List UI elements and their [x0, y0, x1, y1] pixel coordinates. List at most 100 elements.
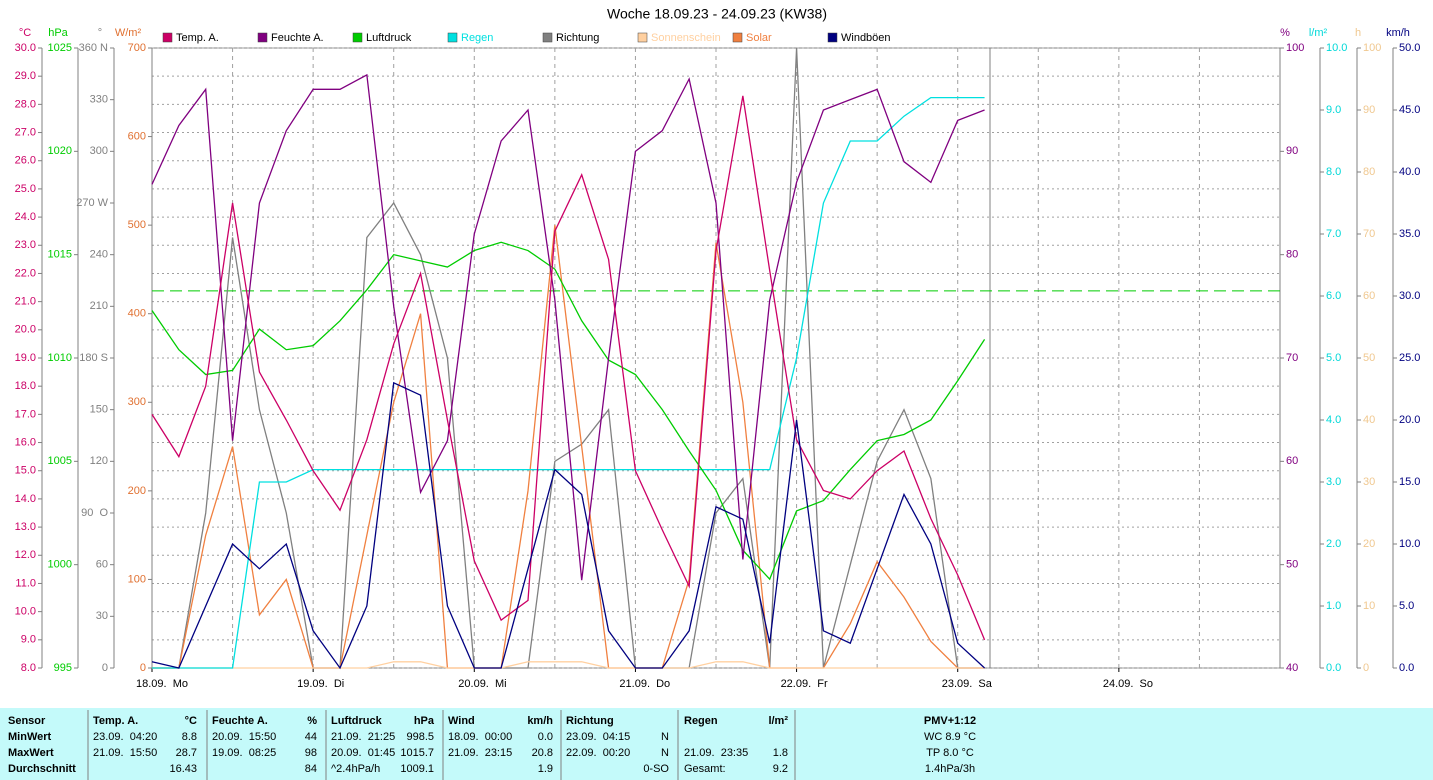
- y-tick-label: 11.0: [15, 577, 36, 589]
- y-tick-label: 20: [1363, 538, 1375, 550]
- y-tick-label: 360 N: [79, 42, 108, 54]
- y-tick-label: 9.0: [21, 634, 36, 646]
- y-tick-label: 26.0: [15, 155, 36, 167]
- table-cell: TP 8.0 °C: [926, 747, 974, 759]
- x-tick-label: 21.09. Do: [619, 678, 670, 690]
- y-tick-label: 27.0: [15, 126, 36, 138]
- legend-swatch: [637, 32, 648, 43]
- series-line: [151, 241, 986, 581]
- legend-swatch: [827, 32, 838, 43]
- series-line: [152, 96, 985, 669]
- y-tick-label: 0.0: [1326, 662, 1341, 674]
- table-cell: 84: [305, 763, 317, 775]
- table-cell: 20.09. 15:50: [212, 731, 276, 743]
- y-tick-label: 0: [102, 662, 108, 674]
- legend-label: Regen: [461, 32, 493, 44]
- y-tick-label: 5.0: [1399, 600, 1414, 612]
- axis-unit: W/m²: [115, 27, 142, 39]
- y-tick-label: 15.0: [1399, 476, 1420, 488]
- y-tick-label: 5.0: [1326, 352, 1341, 364]
- table-cell: 998.5: [406, 731, 434, 743]
- table-cell: 0.0: [538, 731, 553, 743]
- y-tick-label: 4.0: [1326, 414, 1341, 426]
- table-cell: N: [661, 731, 669, 743]
- y-tick-label: 90: [1363, 104, 1375, 116]
- y-tick-label: 0: [140, 662, 146, 674]
- table-cell: ^2.4hPa/h: [331, 763, 380, 775]
- y-tick-label: 240: [90, 249, 108, 261]
- legend-swatch: [352, 32, 363, 43]
- table-cell: l/m²: [768, 715, 788, 727]
- y-tick-label: 400: [128, 308, 146, 320]
- x-tick-label: 24.09. So: [1103, 678, 1153, 690]
- y-tick-label: 2.0: [1326, 538, 1341, 550]
- axis-unit: l/m²: [1309, 27, 1328, 39]
- y-tick-label: 700: [128, 42, 146, 54]
- y-tick-label: 90 O: [81, 507, 108, 519]
- table-cell: Temp. A.: [93, 715, 138, 727]
- y-tick-label: 60: [1363, 290, 1375, 302]
- y-tick-label: 20.0: [1399, 414, 1420, 426]
- table-dividers: [87, 710, 796, 780]
- y-tick-label: 60: [1286, 455, 1298, 467]
- table-cell: 23.09. 04:20: [93, 731, 157, 743]
- y-tick-label: 995: [54, 662, 72, 674]
- y-tick-label: 8.0: [1326, 166, 1341, 178]
- y-tick-label: 210: [90, 300, 108, 312]
- legend-swatch: [257, 32, 268, 43]
- y-tick-label: 0.0: [1399, 662, 1414, 674]
- y-tick-label: 300: [90, 145, 108, 157]
- y-tick-label: 1000: [48, 559, 72, 571]
- y-tick-label: 330: [90, 94, 108, 106]
- table-cell: 21.09. 23:15: [448, 747, 512, 759]
- summary-background: [0, 708, 1433, 780]
- axis-unit: km/h: [1386, 27, 1410, 39]
- legend-swatch: [542, 32, 553, 43]
- table-cell: Wind: [448, 715, 475, 727]
- y-tick-label: 10: [1363, 600, 1375, 612]
- y-tick-label: 18.0: [15, 380, 36, 392]
- table-cell: %: [307, 715, 317, 727]
- table-cell: 1009.1: [400, 763, 434, 775]
- y-tick-label: 600: [128, 130, 146, 142]
- series-line: [152, 661, 985, 669]
- table-cell: Durchschnitt: [8, 763, 76, 775]
- y-tick-label: 8.0: [21, 662, 36, 674]
- y-tick-label: 40.0: [1399, 166, 1420, 178]
- axis-unit: hPa: [48, 27, 68, 39]
- y-tick-label: 50: [1286, 559, 1298, 571]
- table-cell: 22.09. 00:20: [566, 747, 630, 759]
- table-cell: 19.09. 08:25: [212, 747, 276, 759]
- y-tick-label: 50.0: [1399, 42, 1420, 54]
- table-cell: WC 8.9 °C: [924, 731, 976, 743]
- table-cell: Gesamt:: [684, 763, 726, 775]
- table-cell: 20.8: [532, 747, 553, 759]
- y-tick-label: 500: [128, 219, 146, 231]
- y-tick-label: 13.0: [15, 521, 36, 533]
- y-tick-label: 70: [1286, 352, 1298, 364]
- y-tick-label: 40: [1363, 414, 1375, 426]
- table-cell: 16.43: [169, 763, 197, 775]
- legend-label: Feuchte A.: [271, 32, 324, 44]
- y-tick-label: 45.0: [1399, 104, 1420, 116]
- axis-unit: °C: [19, 27, 31, 39]
- table-cell: 28.7: [176, 747, 197, 759]
- y-tick-label: 60: [96, 559, 108, 571]
- legend-label: Windböen: [841, 32, 891, 44]
- y-tick-label: 90: [1286, 145, 1298, 157]
- y-tick-label: 1005: [48, 455, 72, 467]
- y-tick-label: 22.0: [15, 267, 36, 279]
- table-cell: km/h: [527, 715, 553, 727]
- y-tick-label: 80: [1363, 166, 1375, 178]
- y-tick-label: 10.0: [15, 606, 36, 618]
- y-tick-label: 100: [1286, 42, 1304, 54]
- table-cell: 98: [305, 747, 317, 759]
- y-tick-label: 1010: [48, 352, 72, 364]
- table-cell: Sensor: [8, 715, 46, 727]
- y-tick-label: 17.0: [15, 408, 36, 420]
- table-cell: MaxWert: [8, 747, 54, 759]
- table-cell: 21.09. 21:25: [331, 731, 395, 743]
- y-tick-label: 19.0: [15, 352, 36, 364]
- y-tick-label: 20.0: [15, 324, 36, 336]
- y-tick-label: 25.0: [15, 183, 36, 195]
